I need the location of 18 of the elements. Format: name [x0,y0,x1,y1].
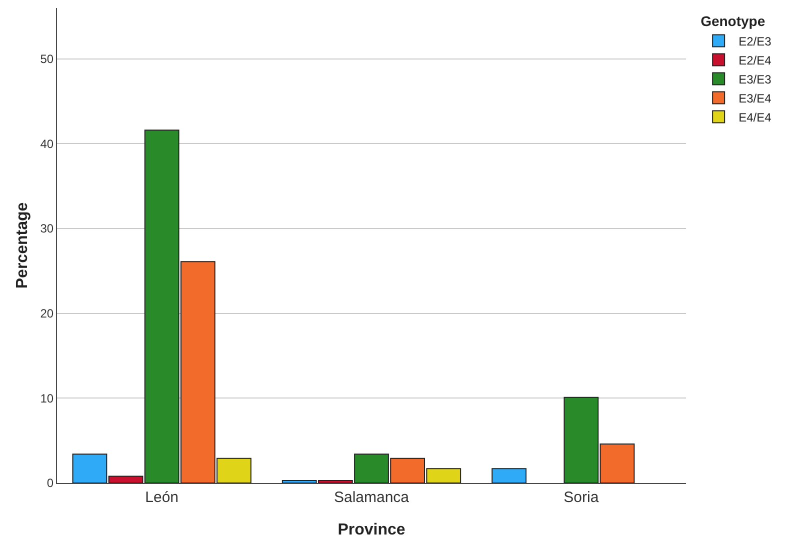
x-tick-label: Soria [564,489,600,506]
bar [492,468,526,483]
y-tick-label: 10 [40,391,54,406]
legend-label: E4/E4 [738,110,772,124]
y-tick-label: 50 [40,52,54,66]
y-tick-label: 20 [40,306,54,321]
y-tick-label: 0 [46,476,54,490]
y-tick-label: 30 [40,222,54,236]
x-tick-label: León [145,489,179,506]
x-tick-label: Salamanca [334,489,410,506]
legend-label: E3/E3 [738,72,772,86]
legend-label: E3/E4 [738,91,772,106]
legend-label: E2/E4 [738,53,772,68]
legend-label: E2/E3 [738,34,772,48]
legend-title: Genotype [700,13,766,30]
x-axis-title: Province [338,522,406,539]
y-axis-title: Percentage [14,202,32,289]
y-tick-label: 40 [40,136,54,151]
